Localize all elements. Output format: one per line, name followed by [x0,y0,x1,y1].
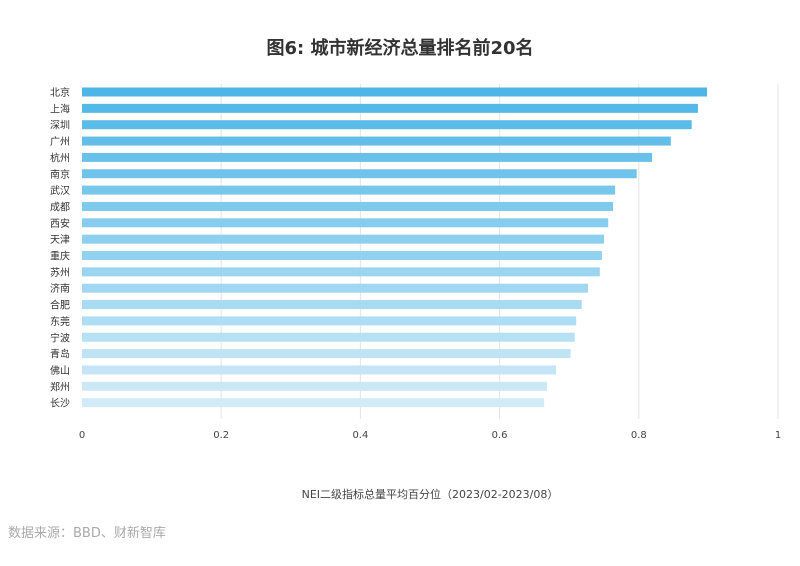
bar-10 [82,234,604,244]
bar-6 [82,169,637,179]
bar-17 [82,349,571,359]
y-tick-label: 成都 [50,201,70,213]
x-tick-label: 0.6 [492,430,508,441]
bar-9 [82,218,609,228]
y-tick-label: 南京 [50,168,70,181]
bar-16 [82,332,575,342]
y-tick-label: 青岛 [50,348,70,361]
x-tick-label: 0.8 [631,430,647,441]
x-tick-label: 0.4 [352,430,368,441]
y-tick-label: 东莞 [50,315,70,328]
y-tick-label: 重庆 [50,250,70,263]
y-tick-label: 广州 [50,136,70,148]
y-tick-label: 济南 [50,282,70,295]
y-tick-label: 西安 [50,217,70,230]
y-tick-label: 上海 [50,102,70,115]
y-tick-label: 深圳 [50,120,70,132]
y-tick-label: 武汉 [50,184,70,197]
x-tick-label: 0 [79,430,85,441]
y-tick-label: 佛山 [50,364,70,377]
y-tick-label: 郑州 [50,380,70,393]
y-tick-label: 杭州 [50,151,70,164]
bar-19 [82,381,547,391]
y-tick-label: 宁波 [50,331,70,344]
bar-8 [82,201,614,211]
x-tick-label: 0.2 [213,430,229,441]
bar-13 [82,283,588,293]
bar-14 [82,300,582,310]
y-tick-label: 长沙 [50,398,70,410]
bar-15 [82,316,577,326]
y-tick-label: 天津 [50,234,70,246]
bar-3 [82,120,692,130]
bar-4 [82,136,671,146]
x-tick-label: 1 [775,430,781,441]
chart-title: 图6: 城市新经济总量排名前20名 [266,38,534,59]
bar-5 [82,152,653,162]
bar-20 [82,398,545,408]
y-tick-label: 苏州 [50,266,70,279]
bar-1 [82,87,708,97]
bar-chart: 0 0.2 0.4 0.6 0.8 1 北京上海深圳广州杭州南京武汉成都西安天津重庆苏州济南… [50,84,781,441]
y-tick-label: 合肥 [50,299,70,312]
y-tick-label: 北京 [50,86,70,99]
x-axis-label: NEI二级指标总量平均百分位（2023/02-2023/08） [301,488,559,501]
bar-18 [82,365,556,375]
bar-11 [82,251,602,260]
source-note: 数据来源：BBD、财新智库 [8,526,166,541]
bar-2 [82,103,698,113]
bar-12 [82,267,600,277]
bar-7 [82,185,616,195]
